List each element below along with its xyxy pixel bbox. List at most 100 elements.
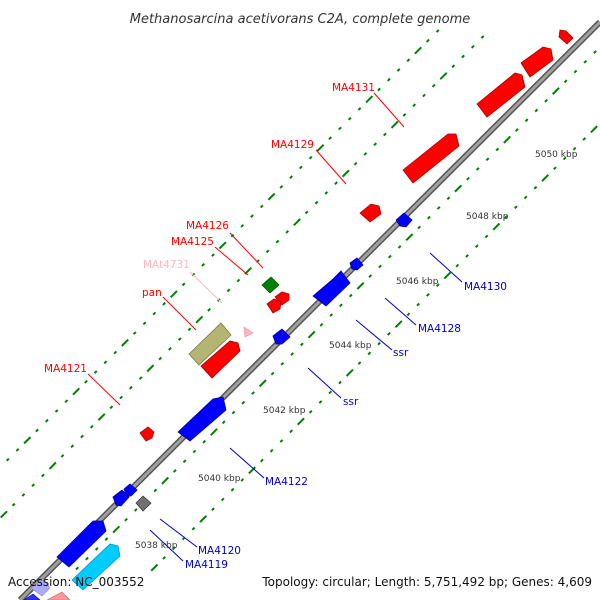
gene-feature[interactable] xyxy=(56,520,107,568)
tick-mark xyxy=(338,126,342,131)
tick-mark xyxy=(553,166,557,171)
gene-feature[interactable] xyxy=(177,396,227,442)
tick-mark xyxy=(93,370,98,374)
gene-label[interactable]: pan xyxy=(142,287,162,299)
gene-feature[interactable] xyxy=(112,489,130,507)
tick-mark xyxy=(60,454,65,458)
gene-label[interactable]: MA4126 xyxy=(186,220,229,232)
gene-label[interactable]: ssr xyxy=(343,396,359,408)
gene-label[interactable]: MA4125 xyxy=(171,236,214,248)
gene-feature[interactable] xyxy=(272,328,291,345)
gene-label[interactable]: MA4120 xyxy=(198,545,241,557)
gene-feature[interactable] xyxy=(349,257,364,271)
gene-feature[interactable] xyxy=(23,593,41,600)
tick-mark xyxy=(504,215,508,219)
gene-feature[interactable] xyxy=(520,46,554,78)
gene-feature[interactable] xyxy=(30,578,51,597)
tick-mark xyxy=(524,118,529,123)
gene-label[interactable]: MA4122 xyxy=(265,476,308,488)
tick-mark xyxy=(121,338,129,347)
tick-mark xyxy=(150,563,159,572)
tick-mark xyxy=(307,330,316,339)
tick-mark xyxy=(377,87,381,92)
tick-mark xyxy=(112,525,121,534)
gene-label[interactable]: MA4119 xyxy=(185,559,228,571)
pseudo-feature[interactable] xyxy=(243,326,254,338)
tick-mark xyxy=(162,301,166,306)
tick-mark xyxy=(280,361,285,366)
gene-feature[interactable] xyxy=(359,203,382,223)
tick-mark xyxy=(348,293,353,298)
tick-mark xyxy=(406,312,411,317)
tick-mark xyxy=(436,206,441,210)
gene-label[interactable]: MA4128 xyxy=(418,323,461,335)
tick-mark xyxy=(377,341,381,346)
tick-mark xyxy=(192,449,197,454)
tick-mark xyxy=(470,44,475,49)
other-feature[interactable] xyxy=(135,495,152,512)
tick-mark xyxy=(250,214,254,218)
tick-mark xyxy=(270,371,275,376)
gene-label[interactable]: MA4130 xyxy=(464,281,507,293)
rna-feature[interactable] xyxy=(261,276,280,294)
genome-summary-text: Topology: circular; Length: 5,751,492 bp… xyxy=(261,575,592,589)
tick-mark xyxy=(23,436,32,445)
tick-mark xyxy=(142,321,147,326)
tick-mark xyxy=(152,311,157,316)
gene-label[interactable]: MAt4731 xyxy=(143,259,190,271)
tick-mark xyxy=(563,79,568,84)
tick-mark xyxy=(515,128,519,132)
tick-mark xyxy=(133,508,138,512)
gene-label[interactable]: MA4131 xyxy=(332,82,375,94)
tick-mark xyxy=(425,38,430,43)
gene-label[interactable]: MA4121 xyxy=(44,363,87,375)
tick-mark xyxy=(397,245,402,249)
gene-feature[interactable] xyxy=(200,340,241,379)
gene-feature[interactable] xyxy=(558,29,574,45)
tick-mark xyxy=(269,448,274,453)
gene-feature[interactable] xyxy=(395,212,413,228)
gene-feature[interactable] xyxy=(312,270,351,307)
tick-mark xyxy=(231,410,236,415)
tick-mark xyxy=(119,395,123,400)
tick-mark xyxy=(435,29,440,33)
tick-mark xyxy=(15,448,20,452)
tick-mark xyxy=(551,87,560,95)
tick-mark xyxy=(94,547,99,551)
gene-feature[interactable] xyxy=(139,426,155,442)
tick-mark xyxy=(329,313,334,317)
repeat-region[interactable] xyxy=(188,322,232,366)
gene-feature[interactable] xyxy=(46,591,71,600)
tick-mark xyxy=(85,556,89,561)
gene-label[interactable]: ssr xyxy=(393,347,409,359)
tick-mark xyxy=(427,215,431,220)
tick-mark xyxy=(582,137,587,141)
tick-mark xyxy=(474,244,479,248)
tick-mark xyxy=(187,327,192,332)
gene-feature[interactable] xyxy=(71,543,121,591)
tick-mark xyxy=(338,380,342,385)
gene-feature[interactable] xyxy=(123,483,138,497)
tick-mark xyxy=(533,185,538,190)
tick-mark xyxy=(5,457,10,462)
gene-feature[interactable] xyxy=(402,133,460,184)
tick-mark xyxy=(220,497,225,502)
tick-mark xyxy=(583,59,588,64)
tick-mark xyxy=(138,376,143,380)
gene-feature[interactable] xyxy=(266,298,282,314)
tick-mark xyxy=(492,222,501,231)
tick-mark xyxy=(44,418,49,423)
tick-mark xyxy=(345,368,354,377)
tick-mark xyxy=(308,155,313,160)
tick-mark xyxy=(172,546,176,551)
gene-feature[interactable] xyxy=(476,72,526,118)
tick-mark xyxy=(146,364,155,373)
tick-mark xyxy=(386,77,391,82)
tick-mark xyxy=(541,174,550,182)
tick-mark xyxy=(80,434,84,439)
tick-mark xyxy=(211,253,215,257)
scale-label: 5046 kbp xyxy=(396,277,439,287)
tick-mark xyxy=(378,264,382,269)
gene-label[interactable]: MA4129 xyxy=(271,139,314,151)
tick-mark xyxy=(443,271,452,280)
